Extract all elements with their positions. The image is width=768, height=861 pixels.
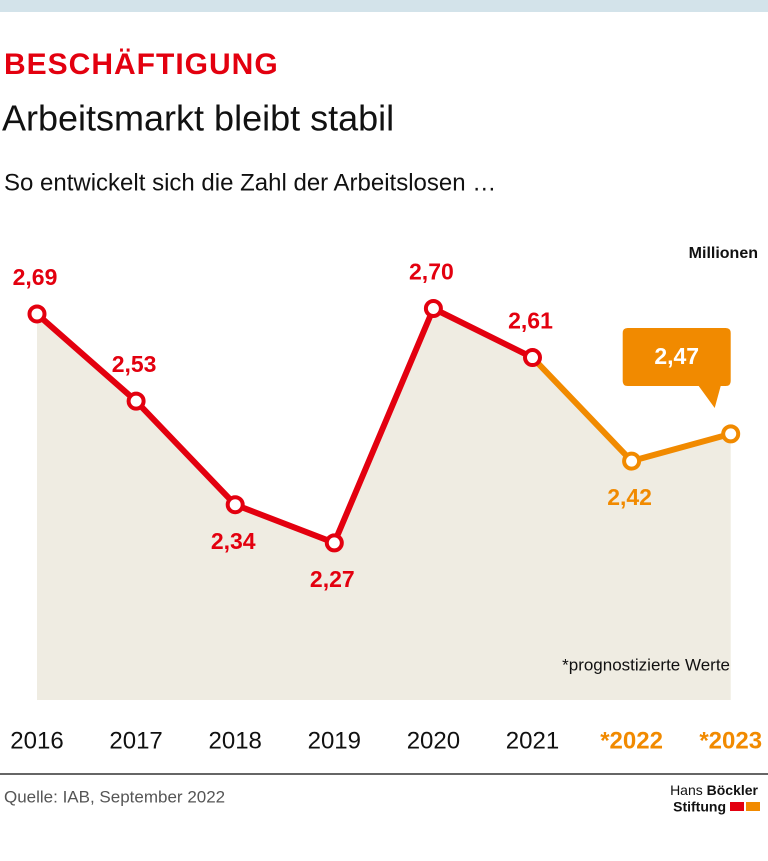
- line-segment: [232, 501, 338, 546]
- value-label: 2,61: [508, 308, 553, 334]
- point: [622, 451, 642, 471]
- line-segment: [529, 354, 635, 465]
- chart-title: Arbeitsmarkt bleibt stabil: [2, 98, 394, 139]
- x-tick-label: 2017: [109, 727, 162, 754]
- value-label: 2,69: [13, 264, 58, 290]
- x-tick-label: 2018: [209, 727, 262, 754]
- unit-label: Millionen: [689, 245, 758, 262]
- source: Quelle: IAB, September 2022: [4, 787, 225, 806]
- value-label: 2,53: [112, 351, 157, 377]
- logo-mark: [730, 802, 744, 811]
- kicker: BESCHÄFTIGUNG: [4, 48, 279, 81]
- logo-mark: [746, 802, 760, 811]
- top-band: [0, 0, 768, 12]
- point: [27, 304, 47, 324]
- x-tick-label: 2019: [308, 727, 361, 754]
- value-label: 2,70: [409, 259, 454, 285]
- line-segment: [133, 398, 239, 508]
- line-segment: [430, 305, 536, 361]
- callout: [622, 328, 731, 408]
- plot: 2016 2,69 2017 2,53 2018 2,34 2019 2,27 2020 2,70…: [10, 259, 762, 755]
- footnote: *prognostizierte Werte: [562, 655, 730, 674]
- value-label: 2,47: [654, 343, 699, 369]
- logo-text: Hans: [670, 782, 703, 798]
- value-label: 2,34: [211, 528, 256, 554]
- x-tick-label: *2022: [600, 727, 663, 754]
- chart-subtitle: So entwickelt sich die Zahl der Arbeitsl…: [4, 169, 496, 196]
- line-segment: [628, 430, 734, 465]
- point: [126, 391, 146, 411]
- point: [324, 533, 344, 553]
- point: [225, 495, 245, 515]
- point: [523, 348, 542, 368]
- logo-text: Stiftung: [673, 799, 726, 815]
- point: [721, 424, 741, 444]
- logo: Hans Böckler: [670, 782, 758, 798]
- logo-text: Böckler: [707, 782, 759, 798]
- point: [423, 299, 443, 318]
- area: [37, 308, 731, 700]
- line-segment: [331, 305, 437, 546]
- x-tick-label: 2020: [407, 727, 460, 754]
- x-tick-label: 2021: [506, 727, 559, 754]
- x-tick-label: 2016: [10, 727, 63, 754]
- value-label: 2,27: [310, 566, 355, 592]
- value-label: 2,42: [607, 484, 652, 510]
- line-segment: [34, 310, 140, 405]
- x-tick-label: *2023: [699, 727, 762, 754]
